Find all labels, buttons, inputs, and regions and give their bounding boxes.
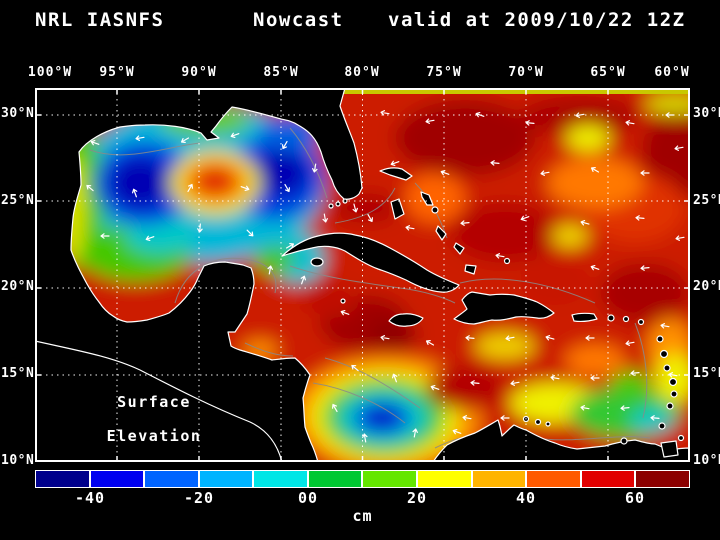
land-antilles: [622, 315, 630, 323]
land-bahamas: [453, 242, 465, 255]
lon-label: 65°W: [590, 65, 626, 80]
colorbar-labels: -40 -20 00 20 40 60: [0, 489, 720, 507]
overlay-surface: Surface: [117, 393, 191, 411]
land-keys: [328, 203, 334, 209]
lon-label: 85°W: [263, 65, 299, 80]
land-bahamas: [390, 198, 405, 220]
colorbar-cell: [417, 470, 472, 488]
colorbar: [35, 470, 690, 488]
lat-label-left: 15°N: [1, 366, 35, 381]
land-bahamas: [379, 167, 413, 181]
land-trinidad: [660, 440, 679, 458]
colorbar-cell: [253, 470, 308, 488]
axis-ticks: [35, 88, 690, 462]
land-antilles: [666, 402, 674, 410]
land-antilles: [607, 314, 615, 322]
lat-label-right: 30°N: [693, 106, 720, 121]
colorbar-tick-label: 60: [624, 489, 646, 507]
land-south-america: [432, 419, 690, 462]
lat-label-right: 15°N: [693, 366, 720, 381]
land-antilles: [659, 349, 669, 359]
valid-time: valid at 2009/10/22 12Z: [388, 9, 686, 31]
lon-label: 70°W: [508, 65, 544, 80]
colorbar-cell: [307, 470, 363, 488]
lon-label: 60°W: [654, 65, 690, 80]
land-bonaire: [545, 421, 551, 427]
land-antilles: [663, 364, 671, 372]
map-overlay-label: Surface Elevation: [79, 385, 229, 453]
colorbar-tick-label: 00: [297, 489, 319, 507]
lat-label-left: 30°N: [1, 106, 35, 121]
colorbar-tick-label: -40: [74, 489, 106, 507]
land-hispaniola: [453, 291, 555, 325]
land-antilles: [668, 377, 678, 387]
product-type: Nowcast: [253, 9, 344, 31]
product-title: NRL IASNFS: [35, 9, 165, 31]
colorbar-cell: [35, 470, 90, 488]
colorbar-unit: cm: [352, 507, 373, 525]
land-antilles: [670, 390, 678, 398]
grid: [35, 88, 690, 462]
land-puerto-rico: [571, 312, 598, 322]
lat-label-right: 10°N: [693, 453, 720, 468]
lat-label-right: 20°N: [693, 279, 720, 294]
model-boundary-strip: [340, 88, 690, 94]
colorbar-cell: [580, 470, 636, 488]
lon-label: 100°W: [27, 65, 73, 80]
colorbar-cell: [198, 470, 254, 488]
colorbar-tick-label: -20: [183, 489, 215, 507]
land-antilles: [677, 434, 685, 442]
land-cuba: [281, 232, 460, 293]
lon-axis: 100°W 95°W 90°W 85°W 80°W 75°W 70°W 65°W 60°W: [0, 60, 720, 82]
lat-label-left: 20°N: [1, 279, 35, 294]
colorbar-tick-label: 40: [515, 489, 537, 507]
land-antilles: [656, 335, 664, 343]
colorbar-tick-label: 20: [406, 489, 428, 507]
overlay-elevation: Elevation: [106, 427, 202, 445]
land-cayman: [340, 298, 346, 304]
lat-label-left: 10°N: [1, 453, 35, 468]
land-bahamas: [431, 206, 439, 214]
lon-label: 95°W: [99, 65, 135, 80]
land-turks: [503, 257, 511, 265]
lon-label: 90°W: [181, 65, 217, 80]
land-jamaica: [388, 313, 424, 327]
colorbar-cell: [526, 470, 581, 488]
colorbar-cell: [471, 470, 527, 488]
land-antilles: [658, 422, 666, 430]
land-keys: [335, 201, 341, 207]
land-isle-of-youth: [310, 257, 324, 267]
map-frame: Surface Elevation: [35, 88, 690, 462]
land-bahamas: [420, 191, 434, 206]
land-margarita: [620, 437, 628, 445]
colorbar-cell: [89, 470, 145, 488]
lon-label: 80°W: [344, 65, 380, 80]
lon-label: 75°W: [426, 65, 462, 80]
map-svg: [35, 88, 690, 462]
land-bahamas: [464, 264, 477, 275]
land-antilles: [637, 318, 645, 326]
lat-label-right: 25°N: [693, 193, 720, 208]
colorbar-cell: [144, 470, 199, 488]
colorbar-cell: [635, 470, 690, 488]
land-curacao: [534, 418, 542, 426]
colorbar-cell: [362, 470, 418, 488]
pacific-coastline: [35, 340, 283, 462]
lat-label-left: 25°N: [1, 193, 35, 208]
